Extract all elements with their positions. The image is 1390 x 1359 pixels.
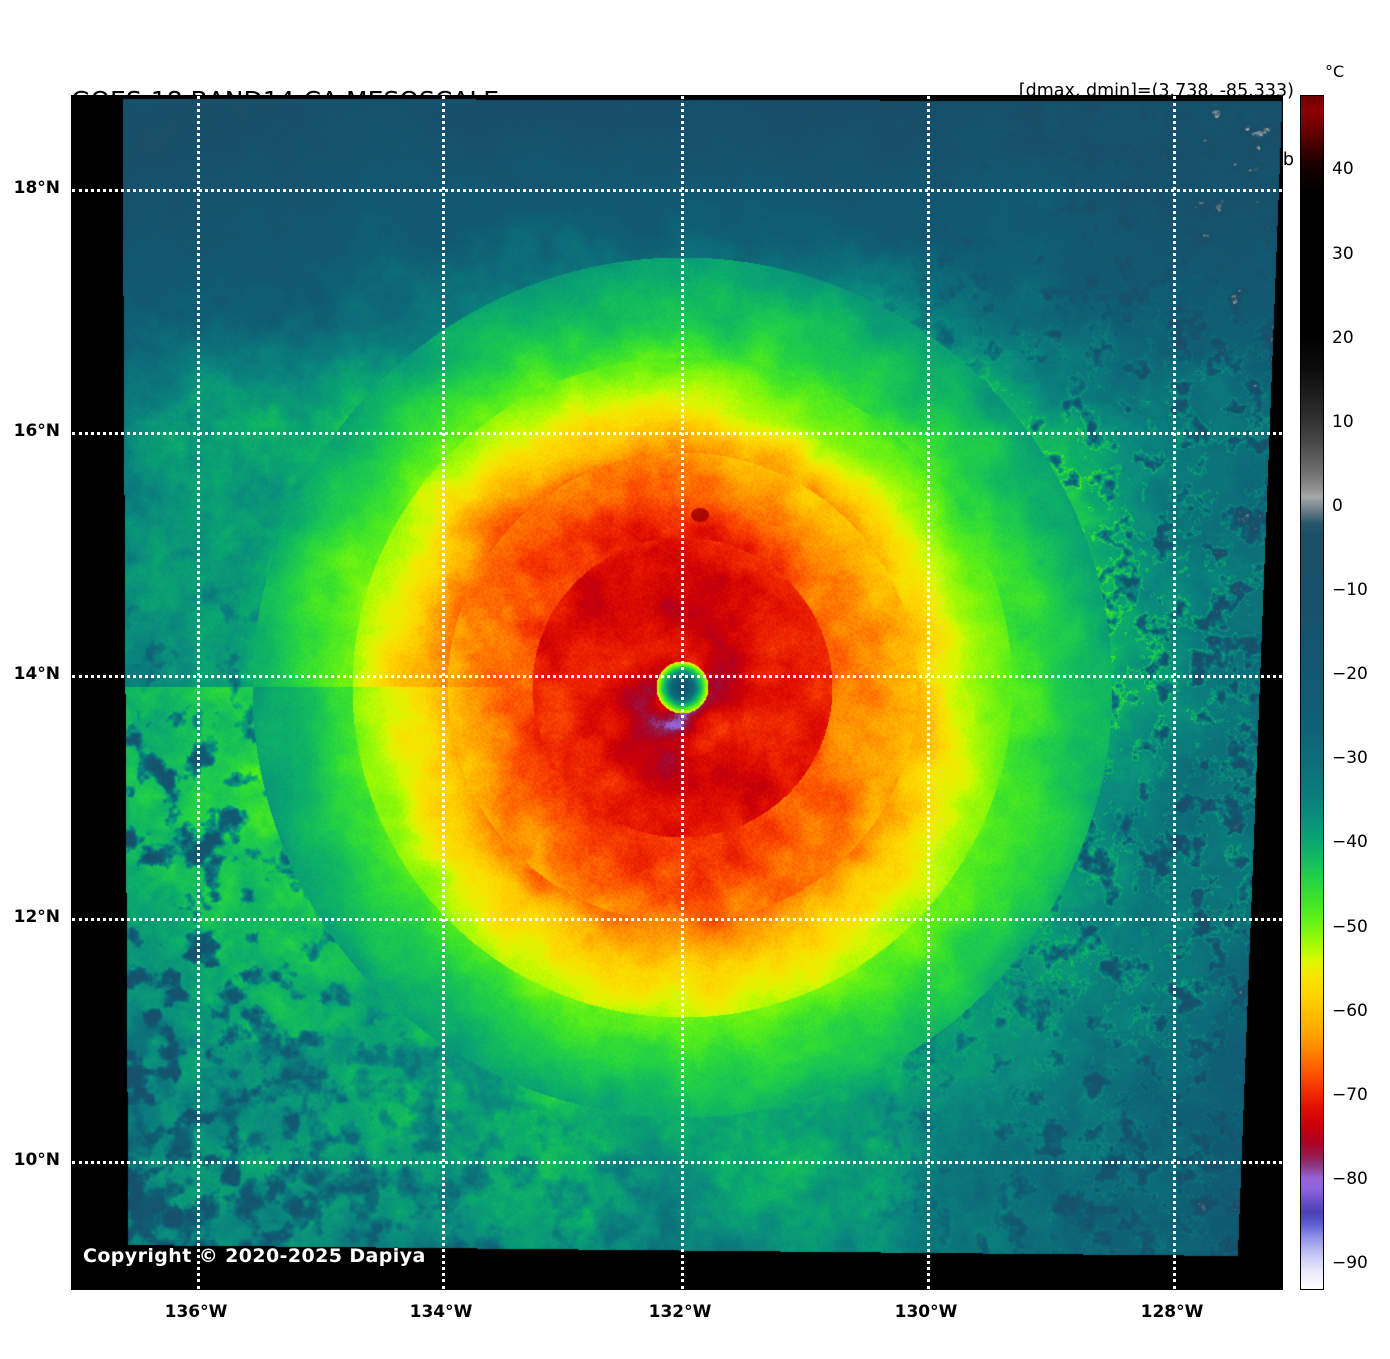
colorbar-unit-label: °C	[1325, 62, 1345, 81]
colorbar-tick-label: −80	[1332, 1168, 1368, 1189]
colorbar-gradient	[1301, 96, 1323, 1289]
satellite-image-plot: Copyright © 2020-2025 Dapiya	[71, 95, 1283, 1290]
satellite-imagery-canvas	[72, 96, 1282, 1289]
colorbar-tick-label: −90	[1332, 1253, 1368, 1274]
copyright-text: Copyright © 2020-2025 Dapiya	[83, 1245, 426, 1267]
longitude-tick-label: 128°W	[1140, 1302, 1204, 1322]
colorbar-tick-label: −20	[1332, 664, 1368, 685]
colorbar-tick-label: 40	[1332, 159, 1354, 180]
colorbar-tick-label: −60	[1332, 1000, 1368, 1021]
colorbar-tick-label: 0	[1332, 495, 1343, 516]
latitude-tick-label: 18°N	[13, 178, 60, 198]
colorbar-tick-label: −50	[1332, 916, 1368, 937]
longitude-tick-label: 132°W	[648, 1302, 712, 1322]
colorbar-tick-label: 30	[1332, 243, 1354, 264]
colorbar-tick-label: −40	[1332, 832, 1368, 853]
colorbar-tick-label: −10	[1332, 580, 1368, 601]
colorbar-tick-label: −30	[1332, 748, 1368, 769]
latitude-tick-label: 10°N	[13, 1150, 60, 1170]
longitude-tick-label: 134°W	[409, 1302, 473, 1322]
colorbar	[1300, 95, 1324, 1290]
latitude-tick-label: 16°N	[13, 421, 60, 441]
latitude-tick-label: 14°N	[13, 664, 60, 684]
longitude-tick-label: 136°W	[164, 1302, 228, 1322]
colorbar-tick-label: 20	[1332, 327, 1354, 348]
colorbar-tick-label: 10	[1332, 411, 1354, 432]
latitude-tick-label: 12°N	[13, 907, 60, 927]
colorbar-tick-label: −70	[1332, 1084, 1368, 1105]
longitude-tick-label: 130°W	[894, 1302, 958, 1322]
